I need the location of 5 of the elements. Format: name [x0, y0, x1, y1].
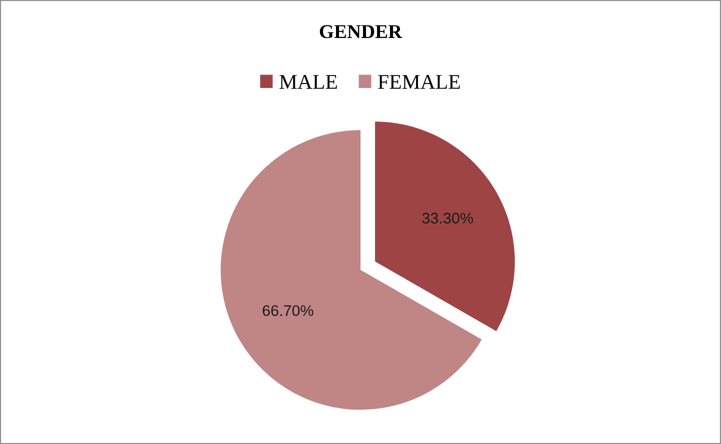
data-label: 66.70%	[262, 305, 314, 316]
data-label: 33.30%	[422, 212, 473, 224]
legend-label: FEMALE	[378, 74, 460, 89]
legend-label: MALE	[280, 74, 337, 89]
chart-title: GENDER	[320, 25, 402, 38]
